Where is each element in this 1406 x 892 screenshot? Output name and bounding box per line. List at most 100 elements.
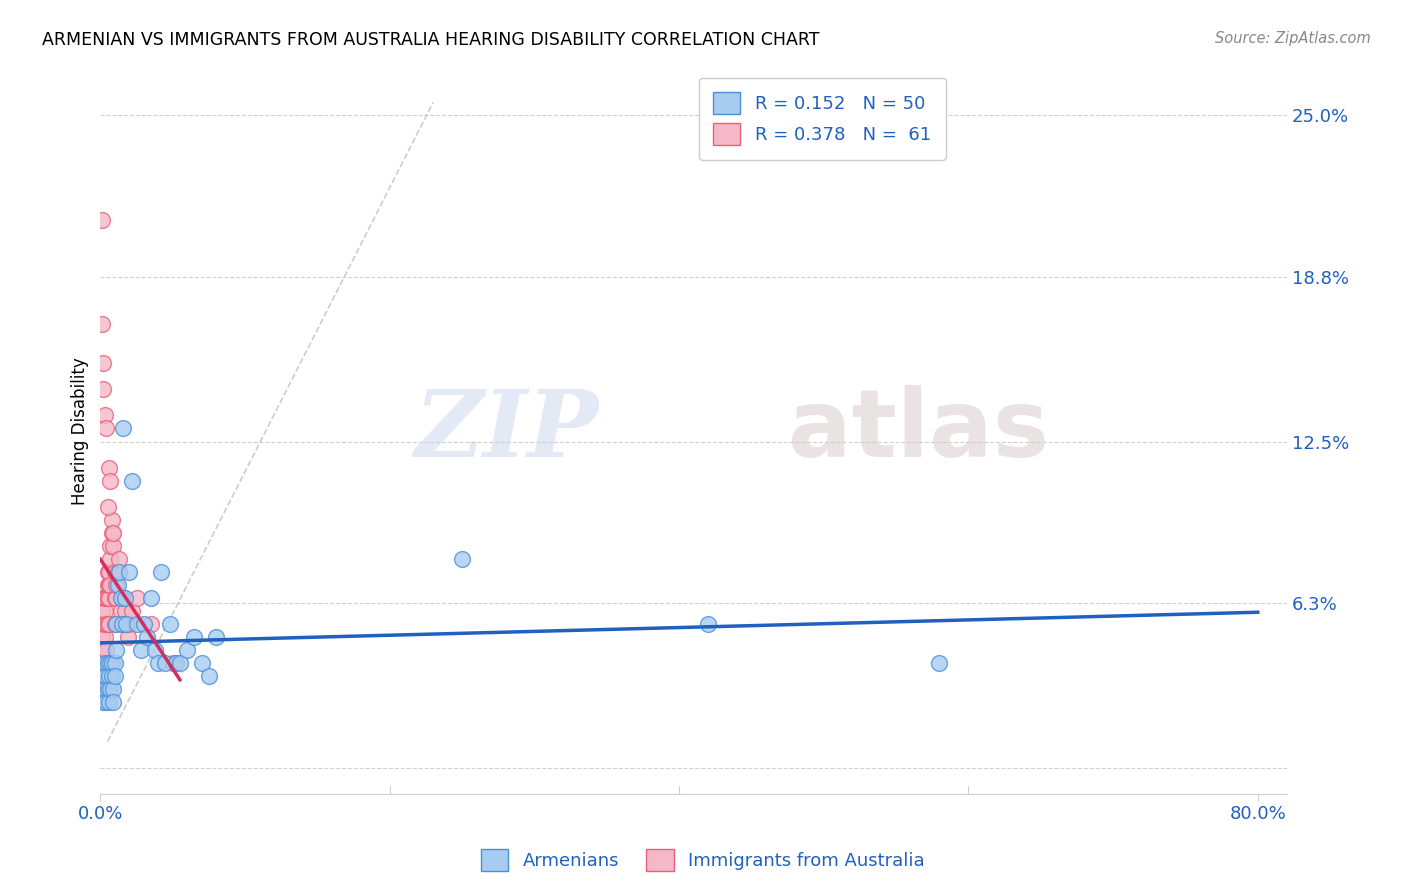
Point	[111, 617, 134, 632]
Point	[98, 669, 121, 683]
Point	[101, 513, 124, 527]
Point	[155, 657, 177, 671]
Point	[93, 591, 115, 605]
Point	[183, 630, 205, 644]
Text: ARMENIAN VS IMMIGRANTS FROM AUSTRALIA HEARING DISABILITY CORRELATION CHART: ARMENIAN VS IMMIGRANTS FROM AUSTRALIA HE…	[42, 31, 820, 49]
Point	[90, 212, 112, 227]
Point	[121, 604, 143, 618]
Point	[94, 591, 117, 605]
Point	[93, 682, 115, 697]
Point	[135, 630, 157, 644]
Point	[107, 565, 129, 579]
Point	[98, 578, 121, 592]
Point	[115, 617, 138, 632]
Point	[94, 643, 117, 657]
Point	[97, 578, 120, 592]
Point	[111, 617, 134, 632]
Point	[91, 695, 114, 709]
Point	[91, 617, 114, 632]
Point	[97, 657, 120, 671]
Point	[90, 630, 112, 644]
Point	[112, 421, 135, 435]
Point	[94, 617, 117, 632]
Point	[91, 356, 114, 370]
Point	[100, 474, 122, 488]
Point	[451, 552, 474, 566]
Legend: R = 0.152   N = 50, R = 0.378   N =  61: R = 0.152 N = 50, R = 0.378 N = 61	[699, 78, 945, 160]
Point	[98, 617, 121, 632]
Point	[97, 617, 120, 632]
Point	[91, 669, 114, 683]
Point	[118, 565, 141, 579]
Point	[101, 657, 124, 671]
Point	[98, 565, 121, 579]
Point	[91, 643, 114, 657]
Point	[90, 657, 112, 671]
Point	[94, 421, 117, 435]
Point	[90, 617, 112, 632]
Point	[91, 383, 114, 397]
Point	[91, 657, 114, 671]
Legend: Armenians, Immigrants from Australia: Armenians, Immigrants from Australia	[474, 842, 932, 879]
Point	[103, 539, 125, 553]
Point	[90, 682, 112, 697]
Point	[105, 617, 128, 632]
Text: Source: ZipAtlas.com: Source: ZipAtlas.com	[1215, 31, 1371, 46]
Point	[98, 460, 121, 475]
Point	[93, 409, 115, 423]
Point	[148, 657, 170, 671]
Point	[97, 565, 120, 579]
Point	[98, 695, 121, 709]
Text: atlas: atlas	[789, 385, 1049, 477]
Point	[121, 474, 143, 488]
Point	[93, 630, 115, 644]
Point	[165, 657, 187, 671]
Point	[104, 617, 127, 632]
Point	[108, 565, 131, 579]
Point	[125, 591, 148, 605]
Point	[198, 669, 221, 683]
Point	[100, 657, 122, 671]
Point	[115, 617, 138, 632]
Point	[162, 657, 184, 671]
Point	[101, 669, 124, 683]
Point	[101, 525, 124, 540]
Point	[112, 591, 135, 605]
Point	[104, 565, 127, 579]
Point	[205, 630, 228, 644]
Point	[100, 552, 122, 566]
Point	[169, 657, 191, 671]
Point	[118, 617, 141, 632]
Point	[105, 578, 128, 592]
Text: ZIP: ZIP	[415, 386, 599, 476]
Point	[139, 591, 162, 605]
Point	[114, 591, 136, 605]
Point	[928, 657, 950, 671]
Point	[93, 657, 115, 671]
Point	[103, 525, 125, 540]
Point	[90, 604, 112, 618]
Point	[100, 539, 122, 553]
Point	[125, 617, 148, 632]
Point	[98, 591, 121, 605]
Point	[100, 578, 122, 592]
Point	[94, 695, 117, 709]
Point	[90, 317, 112, 331]
Point	[117, 630, 139, 644]
Point	[129, 643, 152, 657]
Point	[90, 682, 112, 697]
Point	[97, 682, 120, 697]
Point	[105, 643, 128, 657]
Point	[104, 669, 127, 683]
Y-axis label: Hearing Disability: Hearing Disability	[72, 357, 89, 505]
Point	[139, 617, 162, 632]
Point	[103, 682, 125, 697]
Point	[93, 657, 115, 671]
Point	[697, 617, 720, 632]
Point	[103, 695, 125, 709]
Point	[110, 591, 132, 605]
Point	[107, 578, 129, 592]
Point	[90, 643, 112, 657]
Point	[108, 552, 131, 566]
Point	[97, 500, 120, 514]
